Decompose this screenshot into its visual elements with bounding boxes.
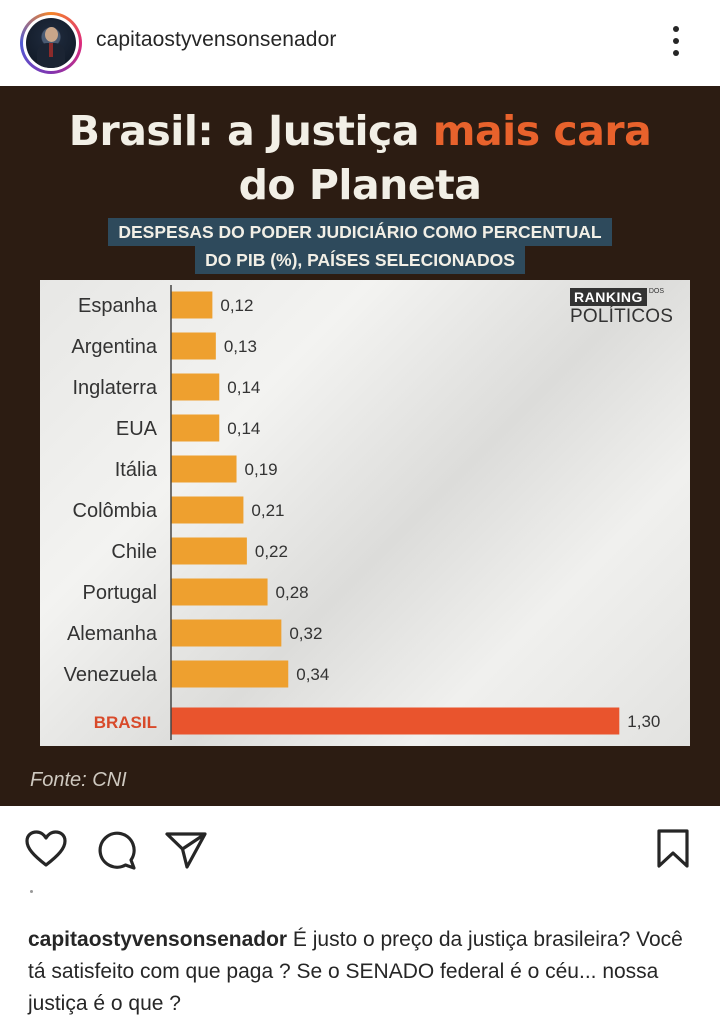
avatar-photo bbox=[26, 18, 76, 68]
more-dot bbox=[673, 50, 679, 56]
title-part-1: Brasil: a Justiça bbox=[68, 107, 433, 155]
category-label: BRASIL bbox=[94, 713, 157, 732]
more-dot bbox=[673, 26, 679, 32]
post-header: capitaostyvensonsenador bbox=[0, 0, 720, 86]
infographic-title: Brasil: a Justiça mais cara do Planeta bbox=[0, 104, 720, 212]
value-label: 0,21 bbox=[251, 501, 284, 520]
more-dot bbox=[673, 38, 679, 44]
bar bbox=[171, 373, 220, 401]
value-label: 0,13 bbox=[224, 337, 257, 356]
category-label: Itália bbox=[115, 459, 158, 481]
category-label: Chile bbox=[111, 541, 157, 563]
chart-area: Espanha 0,12 Argentina 0,13 Inglaterra 0,14 EU… bbox=[40, 280, 690, 746]
value-label: 0,12 bbox=[220, 296, 253, 315]
value-label: 0,34 bbox=[296, 665, 329, 684]
category-label: EUA bbox=[116, 418, 158, 440]
more-options-icon[interactable] bbox=[664, 24, 688, 58]
logo-politicos-text: POLÍTICOS bbox=[570, 306, 674, 327]
category-label: Espanha bbox=[78, 295, 158, 317]
bar bbox=[171, 619, 282, 647]
value-label: 1,30 bbox=[627, 712, 660, 731]
bar-chart: Espanha 0,12 Argentina 0,13 Inglaterra 0,14 EU… bbox=[64, 285, 660, 740]
bar bbox=[171, 578, 268, 606]
value-label: 0,14 bbox=[227, 419, 260, 438]
value-label: 0,28 bbox=[276, 583, 309, 602]
avatar-tie bbox=[49, 43, 53, 57]
category-label: Colômbia bbox=[73, 500, 158, 522]
bar bbox=[171, 455, 237, 483]
comment-icon[interactable] bbox=[96, 829, 138, 871]
post-caption: capitaostyvensonsenador É justo o preço … bbox=[28, 924, 704, 1020]
share-icon[interactable] bbox=[164, 830, 208, 870]
bar bbox=[171, 291, 213, 319]
subtitle-line-1: DESPESAS DO PODER JUDICIÁRIO COMO PERCEN… bbox=[108, 218, 612, 246]
value-label: 0,19 bbox=[245, 460, 278, 479]
bar bbox=[171, 707, 620, 735]
bar bbox=[171, 496, 244, 524]
category-label: Alemanha bbox=[67, 623, 158, 645]
category-label: Inglaterra bbox=[73, 377, 158, 399]
avatar-head bbox=[45, 27, 58, 42]
bar bbox=[171, 537, 247, 565]
post-image[interactable]: Brasil: a Justiça mais cara do Planeta D… bbox=[0, 86, 720, 806]
heart-icon[interactable] bbox=[25, 830, 67, 868]
logo-ranking-text: RANKING bbox=[570, 288, 647, 306]
caption-text: É justo o preço da justiça brasileira? V… bbox=[28, 928, 683, 1015]
bar bbox=[171, 414, 220, 442]
logo-dos-text: DOS bbox=[648, 288, 665, 295]
category-label: Argentina bbox=[71, 336, 157, 358]
bar bbox=[171, 332, 216, 360]
value-label: 0,22 bbox=[255, 542, 288, 561]
avatar[interactable] bbox=[20, 12, 82, 74]
category-label: Portugal bbox=[83, 582, 158, 604]
action-bar bbox=[0, 806, 720, 886]
bar bbox=[171, 660, 289, 688]
title-part-2: do Planeta bbox=[238, 161, 482, 209]
subtitle-line-2: DO PIB (%), PAÍSES SELECIONADOS bbox=[195, 246, 525, 274]
bookmark-icon[interactable] bbox=[655, 828, 691, 870]
chart-source: Fonte: CNI bbox=[30, 769, 127, 791]
value-label: 0,32 bbox=[289, 624, 322, 643]
infographic-subtitle: DESPESAS DO PODER JUDICIÁRIO COMO PERCEN… bbox=[90, 218, 630, 274]
carousel-indicator bbox=[30, 890, 33, 893]
avatar-frame bbox=[23, 15, 79, 71]
caption-username[interactable]: capitaostyvensonsenador bbox=[28, 928, 288, 951]
username-link[interactable]: capitaostyvensonsenador bbox=[96, 28, 337, 51]
title-accent: mais cara bbox=[432, 107, 652, 155]
value-label: 0,14 bbox=[227, 378, 260, 397]
ranking-logo: RANKING DOS POLÍTICOS bbox=[570, 288, 680, 328]
category-label: Venezuela bbox=[64, 664, 158, 686]
